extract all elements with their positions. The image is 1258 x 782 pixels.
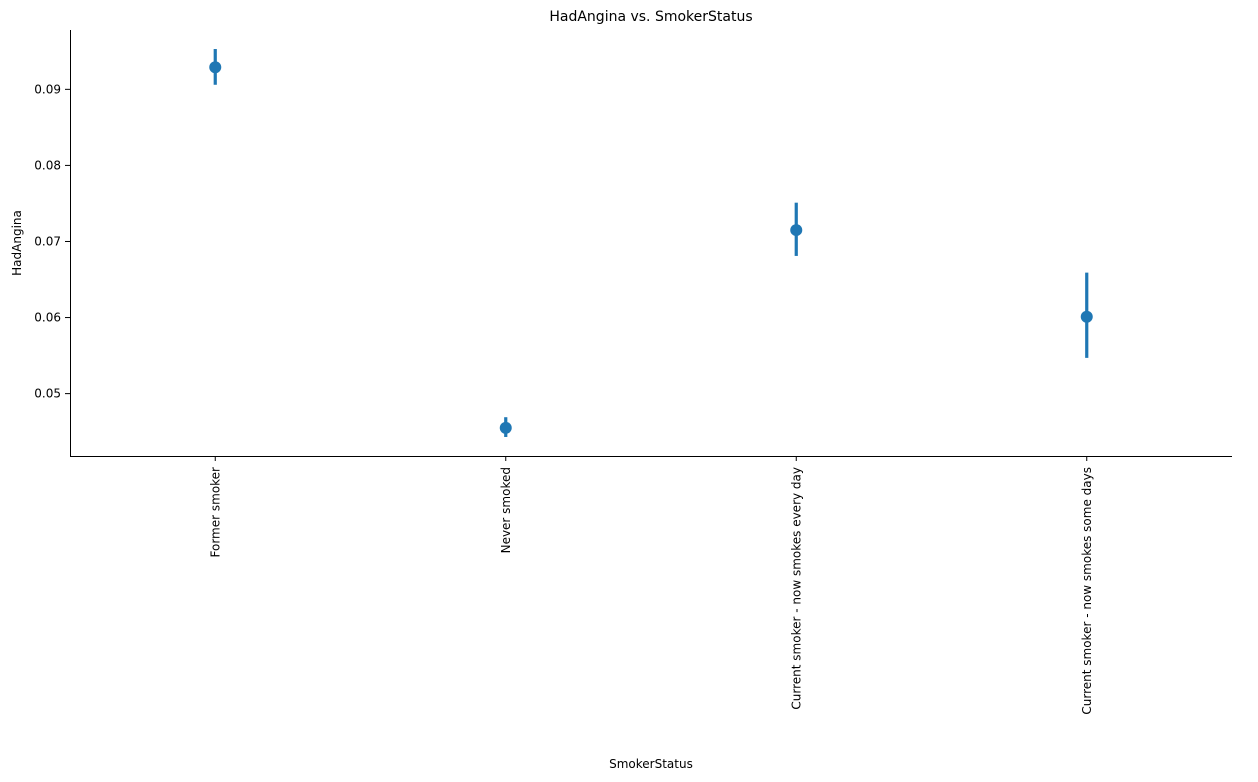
y-axis-label: HadAngina	[10, 210, 24, 276]
y-tick-label: 0.07	[34, 234, 61, 248]
x-tick-label: Former smoker	[208, 467, 222, 558]
y-axis: 0.05 0.06 0.07 0.08 0.09	[34, 82, 70, 401]
x-axis: Former smoker Never smoked Current smoker …	[208, 456, 1094, 715]
x-tick-label: Current smoker - now smokes some days	[1080, 467, 1094, 715]
data-point	[209, 61, 222, 74]
y-tick-label: 0.06	[34, 311, 61, 325]
x-tick-label: Current smoker - now smokes every day	[789, 467, 803, 710]
plot-area	[209, 49, 1093, 437]
data-point	[790, 224, 803, 237]
chart-title: HadAngina vs. SmokerStatus	[549, 9, 752, 25]
data-point	[1080, 310, 1093, 323]
y-tick-label: 0.08	[34, 158, 61, 172]
data-point	[499, 421, 512, 434]
x-tick-label: Never smoked	[499, 467, 513, 553]
y-tick-label: 0.05	[34, 387, 61, 401]
y-tick-label: 0.09	[34, 82, 61, 96]
x-axis-label: SmokerStatus	[609, 757, 693, 771]
